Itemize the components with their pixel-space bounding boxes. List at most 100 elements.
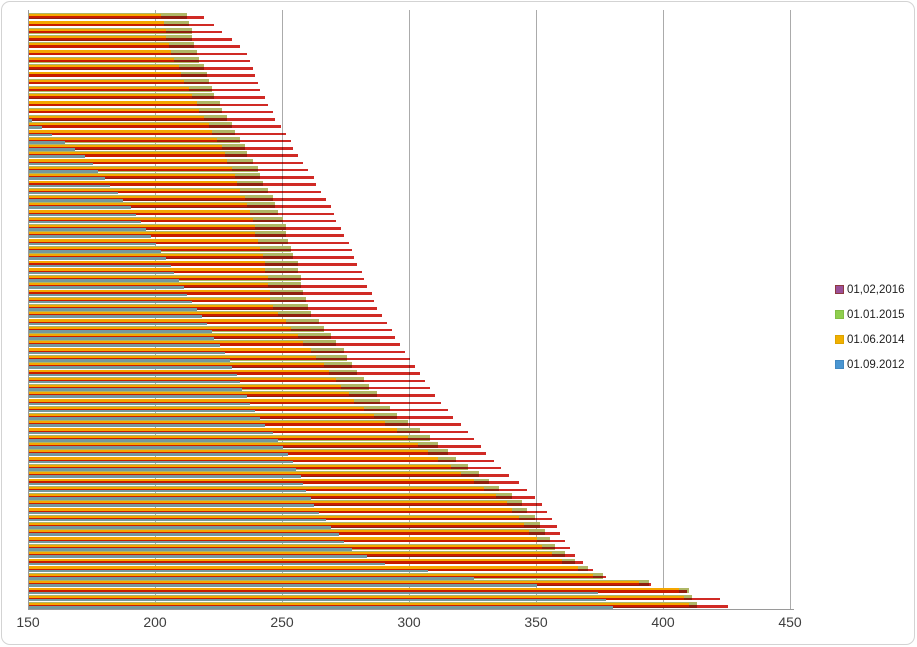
bar-row (0, 340, 810, 348)
bar-row (0, 442, 810, 449)
bar-segment (29, 130, 212, 135)
bar-segment (29, 74, 256, 77)
bar-segment (29, 14, 162, 19)
bar-row (0, 64, 810, 71)
legend-swatch-2014 (835, 335, 844, 344)
bar-segment (29, 205, 332, 208)
legend-item-2012[interactable]: 01.09.2012 (835, 352, 915, 377)
legend-label: 01,02,2016 (847, 283, 905, 296)
bar-segment (29, 602, 690, 608)
bar-segment (29, 50, 172, 55)
bar-segment (29, 588, 680, 593)
plot-area[interactable] (0, 0, 810, 620)
bar-row (0, 282, 810, 289)
bar-segment (29, 148, 75, 151)
bar-segment (29, 442, 418, 448)
bar-segment (29, 256, 355, 259)
bar-segment (29, 446, 283, 449)
legend-item-2015[interactable]: 01.01.2015 (835, 302, 915, 327)
legend-item-2014[interactable]: 01.06.2014 (835, 327, 915, 352)
bar-segment (29, 119, 32, 122)
bar-segment (29, 384, 342, 390)
bar-segment (29, 380, 240, 384)
bar-segment (29, 132, 286, 136)
bar-segment (29, 126, 42, 129)
bar-segment (29, 290, 271, 295)
bar-segment (29, 399, 355, 404)
bar-row (0, 318, 810, 326)
bar-segment (29, 526, 332, 529)
bar-segment (29, 402, 250, 406)
bar-segment (29, 35, 167, 41)
legend-item-2016[interactable]: 01,02,2016 (835, 277, 915, 302)
bar-segment (29, 319, 286, 324)
bar-row (0, 122, 810, 129)
bar-segment (29, 137, 217, 143)
bar-segment (29, 530, 530, 535)
bar-segment (29, 518, 327, 522)
bar-segment (29, 248, 352, 252)
bar-segment (29, 329, 212, 333)
bar-segment (29, 348, 311, 353)
bar-segment (29, 504, 314, 507)
gridline-400 (663, 10, 664, 609)
bar-row (0, 267, 810, 275)
bar-row (0, 42, 810, 49)
bar-row (0, 456, 810, 464)
bar-segment (29, 81, 258, 85)
bar-row (0, 449, 810, 457)
x-tick-label-400: 400 (651, 614, 675, 630)
bar-segment (29, 337, 215, 340)
bar-segment (29, 263, 357, 266)
bar-row (0, 493, 810, 500)
bar-row (0, 180, 810, 188)
bar-segment (29, 581, 639, 586)
bar-segment (29, 217, 253, 222)
bar-segment (29, 333, 299, 339)
bar-segment (29, 471, 461, 477)
bar-segment (29, 212, 334, 216)
bar-row (0, 93, 810, 100)
bar-segment (29, 300, 192, 304)
gridline-350 (536, 10, 537, 609)
bar-row (0, 522, 810, 529)
bar-row (0, 202, 810, 209)
bar-segment (29, 152, 225, 157)
bar-row (0, 594, 810, 602)
bar-segment (29, 537, 537, 542)
bar-row (0, 602, 810, 609)
bar-segment (29, 67, 253, 70)
bar-segment (29, 577, 474, 580)
bar-segment (29, 101, 197, 106)
bar-segment (29, 188, 240, 193)
bar-segment (29, 497, 311, 500)
bar-row (0, 129, 810, 137)
bar-segment (29, 184, 111, 188)
bar-row (0, 253, 810, 260)
bar-row (0, 151, 810, 159)
bar-segment (29, 279, 179, 282)
bar-row (0, 464, 810, 471)
bar-segment (29, 72, 182, 77)
legend-swatch-2012 (835, 360, 844, 369)
bar-row (0, 115, 810, 122)
bar-segment (29, 321, 388, 325)
bar-segment (29, 562, 385, 566)
bar-segment (29, 161, 304, 165)
legend-swatch-2016 (835, 285, 844, 294)
bar-row (0, 289, 810, 297)
bar-row (0, 27, 810, 35)
bar-segment (29, 501, 507, 506)
bar-segment (29, 377, 337, 382)
bar-row (0, 478, 810, 486)
legend-label: 01.06.2014 (847, 333, 905, 346)
bar-row (0, 136, 810, 144)
bar-segment (29, 203, 248, 208)
bar-segment (29, 177, 106, 180)
bar-segment (29, 460, 294, 464)
bar-segment (29, 118, 276, 121)
bar-segment (29, 482, 304, 486)
bar-row (0, 100, 810, 107)
bar-segment (29, 392, 349, 397)
bar-row (0, 296, 810, 304)
